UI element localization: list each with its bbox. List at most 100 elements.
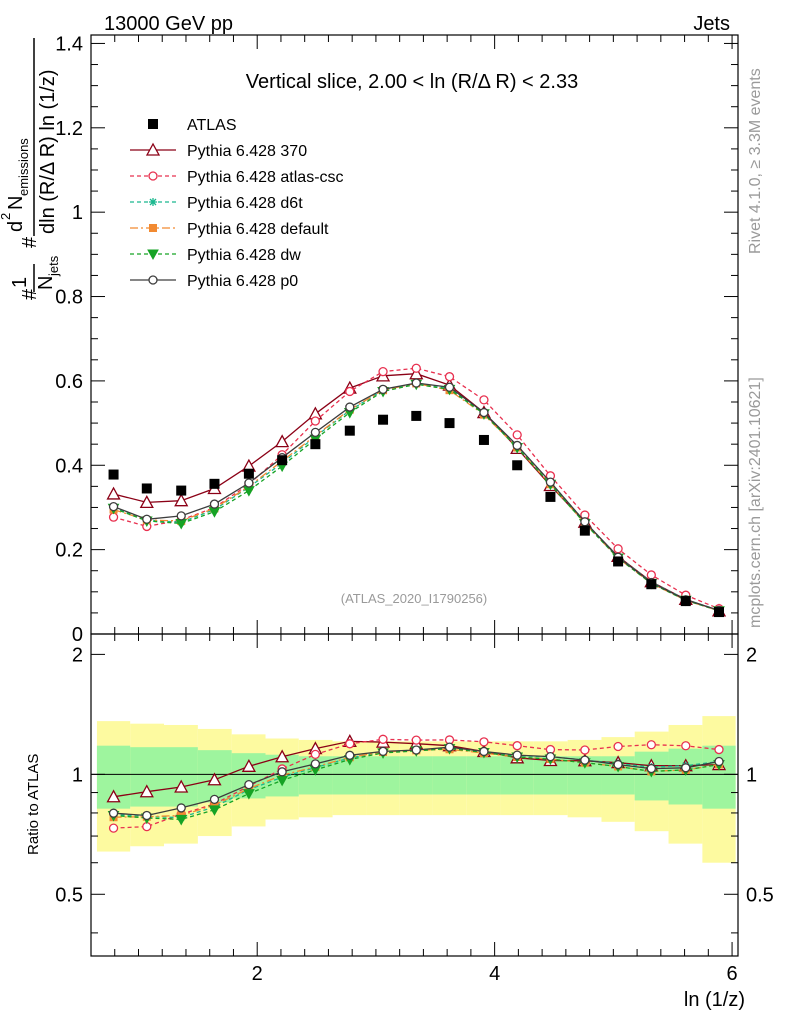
ratio-point-pythia-6-428-default xyxy=(210,801,219,810)
data-point-atlas xyxy=(478,434,489,445)
ratio-point-pythia-6-428-atlas-csc xyxy=(512,741,522,751)
ratio-point-pythia-6-428-370 xyxy=(139,784,154,798)
ratio-point-pythia-6-428-p0 xyxy=(277,767,287,777)
series-point-pythia-6-428-p0 xyxy=(310,427,321,438)
series-point-pythia-6-428-p0 xyxy=(479,407,489,418)
series-point-pythia-6-428-p0 xyxy=(580,517,590,527)
series-line-pythia-6-428-atlas-csc xyxy=(113,367,720,610)
series-point-pythia-6-428-p0 xyxy=(142,514,152,524)
rivet-label: Rivet 4.1.0, ≥ 3.3M events xyxy=(747,68,764,254)
legend-label-pythia-6-428-d6t: Pythia 6.428 d6t xyxy=(187,195,303,212)
ratio-point-pythia-6-428-p0 xyxy=(512,750,522,760)
data-point-atlas xyxy=(646,579,657,590)
header-right: Jets xyxy=(693,13,730,35)
analysis-watermark: (ATLAS_2020_I1790256) xyxy=(341,591,487,606)
series-point-pythia-6-428-atlas-csc xyxy=(108,512,119,522)
y-tick-label: 0.2 xyxy=(55,540,83,562)
data-point-atlas xyxy=(108,469,119,480)
y-tick-label: 0.6 xyxy=(55,371,83,393)
ratio-frame xyxy=(90,633,739,957)
ratio-point-pythia-6-428-370 xyxy=(207,772,222,786)
data-point-atlas xyxy=(512,460,523,471)
ylabel-njets-sub: jets xyxy=(46,255,61,277)
main-series-group xyxy=(106,363,727,618)
ratio-tick-label: 2 xyxy=(72,644,83,666)
ratio-point-pythia-6-428-atlas-csc xyxy=(714,744,724,755)
series-point-pythia-6-428-atlas-csc xyxy=(444,372,455,382)
ratio-point-pythia-6-428-atlas-csc xyxy=(613,741,623,752)
ylabel-d2-sup: 2 xyxy=(0,213,13,220)
ratio-point-pythia-6-428-p0 xyxy=(244,780,254,790)
series-point-pythia-6-428-p0 xyxy=(345,402,355,412)
series-point-pythia-6-428-dw xyxy=(243,486,255,497)
series-point-pythia-6-428-atlas-csc xyxy=(512,430,522,440)
ylabel-hash-1: # xyxy=(19,288,41,300)
series-point-pythia-6-428-atlas-csc xyxy=(310,416,321,426)
x-axis-label: ln (1/z) xyxy=(684,989,745,1011)
ratio-point-pythia-6-428-p0 xyxy=(444,742,455,752)
data-point-atlas xyxy=(444,418,455,429)
ratio-point-pythia-6-428-370 xyxy=(241,758,256,772)
series-point-pythia-6-428-370 xyxy=(106,486,121,500)
chart-title: Vertical slice, 2.00 < ln (R/Δ R) < 2.33 xyxy=(246,71,578,93)
ratio-point-pythia-6-428-p0 xyxy=(142,810,152,821)
ylabel-one: 1 xyxy=(9,277,31,288)
series-point-pythia-6-428-atlas-csc xyxy=(613,544,623,554)
series-point-pythia-6-428-p0 xyxy=(545,477,556,487)
series-point-pythia-6-428-p0 xyxy=(378,384,388,394)
ratio-point-pythia-6-428-p0 xyxy=(345,750,355,760)
legend-marker-pythia-6-428-p0 xyxy=(148,275,158,285)
ratio-tick-label: 0.5 xyxy=(55,884,83,906)
ratio-point-pythia-6-428-p0 xyxy=(378,746,388,757)
ratio-point-pythia-6-428-atlas-csc xyxy=(108,823,119,833)
series-point-pythia-6-428-p0 xyxy=(411,378,421,388)
ylabel-njets: N xyxy=(35,276,57,290)
data-point-atlas xyxy=(579,525,590,536)
data-point-atlas xyxy=(411,410,422,421)
ratio-panel: 2 4 6 0.5 0.5 1 1 2 2 xyxy=(55,35,774,985)
ratio-point-pythia-6-428-370 xyxy=(275,749,290,763)
ratio-point-pythia-6-428-p0 xyxy=(545,751,556,762)
data-point-atlas xyxy=(344,425,355,436)
legend: ATLAS Pythia 6.428 370 Pythia 6.428 atlas-… xyxy=(130,117,344,290)
data-point-atlas xyxy=(176,485,187,496)
ratio-point-pythia-6-428-p0 xyxy=(580,755,590,765)
ratio-point-pythia-6-428-p0 xyxy=(681,763,691,773)
series-line-pythia-6-428-370 xyxy=(113,373,720,612)
ratio-band-inner xyxy=(130,747,165,807)
ratio-tick-label-right: 0.5 xyxy=(746,884,774,906)
data-point-atlas xyxy=(310,439,321,450)
ratio-band-inner xyxy=(399,756,433,795)
ratio-band-inner xyxy=(702,745,736,809)
ratio-ylabel: Ratio to ATLAS xyxy=(25,754,42,855)
ratio-point-pythia-6-428-p0 xyxy=(108,808,119,818)
ratio-point-pythia-6-428-p0 xyxy=(176,803,186,813)
ylabel-d2: d xyxy=(5,221,27,232)
legend-marker-pythia-6-428-370 xyxy=(145,142,161,156)
series-point-pythia-6-428-p0 xyxy=(244,478,254,488)
ratio-point-pythia-6-428-p0 xyxy=(714,756,724,767)
data-point-atlas xyxy=(209,478,220,489)
x-tick-label: 6 xyxy=(727,963,738,985)
series-point-pythia-6-428-p0 xyxy=(444,382,455,392)
series-point-pythia-6-428-p0 xyxy=(108,501,119,512)
ratio-band-inner xyxy=(432,756,467,795)
data-point-atlas xyxy=(378,414,389,425)
data-point-atlas xyxy=(714,607,725,618)
ylabel-nemis: N xyxy=(5,196,27,210)
ratio-point-pythia-6-428-p0 xyxy=(479,746,489,757)
ratio-point-pythia-6-428-dw xyxy=(175,814,188,826)
legend-label-pythia-6-428-dw: Pythia 6.428 dw xyxy=(187,247,301,264)
y-tick-label: 0 xyxy=(72,624,83,646)
legend-label-pythia-6-428-p0: Pythia 6.428 p0 xyxy=(187,273,298,290)
series-point-pythia-6-428-370 xyxy=(275,434,290,448)
ratio-tick-label-right: 2 xyxy=(746,644,757,666)
ratio-point-pythia-6-428-370 xyxy=(106,789,121,803)
x-tick-label: 4 xyxy=(489,963,500,985)
ratio-point-pythia-6-428-atlas-csc xyxy=(411,735,421,745)
ratio-band-inner xyxy=(164,747,198,807)
series-point-pythia-6-428-370 xyxy=(174,493,189,507)
ratio-point-pythia-6-428-dw xyxy=(243,789,255,800)
series-point-pythia-6-428-atlas-csc xyxy=(378,366,388,377)
